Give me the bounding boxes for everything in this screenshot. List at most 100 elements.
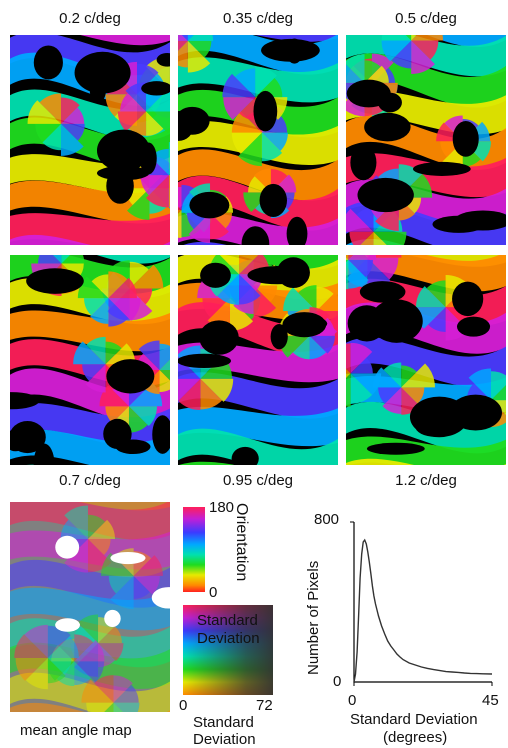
map-pinwheel-wedge bbox=[81, 679, 114, 703]
map-pinwheel-wedge bbox=[86, 702, 114, 712]
map-pinwheel-wedge bbox=[381, 35, 412, 41]
map-masked-region bbox=[364, 112, 411, 142]
map-pinwheel-wedge bbox=[56, 661, 75, 687]
map-masked-region bbox=[286, 216, 308, 245]
map-pinwheel-wedge bbox=[25, 658, 48, 690]
map-pinwheel-wedge bbox=[24, 624, 48, 659]
map-masked-region bbox=[454, 210, 506, 231]
map-band bbox=[80, 35, 170, 46]
map-band bbox=[10, 702, 170, 712]
panel-label-0-7: 0.7 c/deg bbox=[59, 472, 121, 489]
map-pinwheel-wedge bbox=[37, 255, 62, 264]
map-pinwheel-wedge bbox=[94, 675, 114, 703]
map-pinwheel-wedge bbox=[133, 575, 160, 595]
map-pinwheel-wedge bbox=[159, 370, 170, 381]
map-pinwheel-wedge bbox=[292, 335, 310, 360]
map-masked-region bbox=[199, 320, 239, 355]
map-band bbox=[178, 406, 338, 447]
map-pinwheel-wedge bbox=[47, 625, 71, 659]
map-pinwheel-wedge bbox=[490, 400, 506, 416]
map-pinwheel-wedge bbox=[61, 255, 71, 264]
map-masked-region bbox=[189, 191, 230, 219]
map-pinwheel-wedge bbox=[125, 82, 147, 112]
map-pinwheel-wedge bbox=[101, 552, 134, 576]
map-pinwheel-wedge bbox=[309, 335, 327, 360]
map-pinwheel-wedge bbox=[346, 54, 365, 83]
map-pinwheel-wedge bbox=[27, 100, 62, 124]
orientation-map-0-2 bbox=[10, 35, 170, 245]
map-pinwheel-wedge bbox=[98, 643, 124, 662]
map-pinwheel-wedge bbox=[350, 373, 382, 395]
hist-ytick-800: 800 bbox=[314, 511, 340, 528]
map-masked-region bbox=[156, 53, 170, 67]
map-pinwheel-wedge bbox=[73, 341, 106, 365]
map-pinwheel-wedge bbox=[414, 307, 446, 329]
map-pinwheel-wedge bbox=[128, 111, 147, 136]
map-pinwheel-wedge bbox=[120, 93, 147, 112]
map-pinwheel-wedge bbox=[188, 212, 211, 243]
map-pinwheel-wedge bbox=[108, 298, 129, 327]
map-masked-region bbox=[178, 111, 194, 141]
map-texture bbox=[10, 502, 170, 712]
map-pinwheel-wedge bbox=[200, 378, 223, 410]
map-pinwheel-wedge bbox=[178, 378, 201, 401]
map-pinwheel-wedge bbox=[146, 111, 170, 134]
map-pinwheel-wedge bbox=[350, 357, 373, 374]
map-pinwheel-wedge bbox=[346, 368, 351, 374]
map-pinwheel-wedge bbox=[178, 40, 188, 51]
map-masked-region bbox=[96, 165, 150, 181]
map-pinwheel-wedge bbox=[47, 658, 66, 684]
map-pinwheel-wedge bbox=[382, 387, 402, 414]
map-pinwheel-wedge bbox=[234, 68, 256, 98]
map-pinwheel-wedge bbox=[217, 274, 240, 305]
map-masked-region bbox=[10, 429, 26, 452]
map-pinwheel-wedge bbox=[168, 142, 170, 176]
map-pinwheel-wedge bbox=[378, 387, 402, 404]
map-pinwheel-wedge bbox=[348, 259, 369, 289]
map-masked-region bbox=[415, 415, 456, 437]
orientation-max-label: 180 bbox=[209, 499, 235, 516]
map-masked-region bbox=[110, 551, 146, 565]
map-pinwheel-wedge bbox=[77, 276, 109, 299]
mean-angle-map bbox=[10, 502, 170, 712]
hist-axes bbox=[353, 522, 492, 683]
sd-color-square bbox=[183, 605, 273, 695]
map-band bbox=[184, 242, 227, 245]
map-pinwheel-wedge bbox=[105, 406, 129, 423]
map-pinwheel-wedge bbox=[490, 371, 506, 401]
map-pinwheel-wedge bbox=[346, 259, 349, 290]
map-pinwheel-wedge bbox=[159, 370, 170, 393]
map-pinwheel-wedge bbox=[91, 274, 109, 299]
sd-axis-title-line2: Deviation bbox=[193, 731, 256, 748]
map-pinwheel-wedge bbox=[42, 123, 62, 151]
map-masked-region bbox=[452, 121, 479, 157]
map-pinwheel-wedge bbox=[426, 280, 446, 308]
map-band bbox=[178, 428, 338, 465]
map-pinwheel-wedge bbox=[187, 40, 212, 58]
map-pinwheel-wedge bbox=[253, 285, 278, 302]
map-masked-region bbox=[282, 312, 327, 338]
map-pinwheel-wedge bbox=[239, 97, 256, 121]
map-band bbox=[346, 337, 506, 388]
map-pinwheel-wedge bbox=[145, 175, 169, 208]
panel-label-0-95: 0.95 c/deg bbox=[222, 472, 294, 489]
map-pinwheel-wedge bbox=[223, 97, 256, 120]
map-pinwheel-wedge bbox=[178, 210, 182, 238]
map-pinwheel-wedge bbox=[138, 340, 160, 371]
map-masked-region bbox=[26, 268, 84, 294]
map-pinwheel-wedge bbox=[210, 212, 229, 240]
map-pinwheel-wedge bbox=[61, 123, 85, 141]
map-pinwheel-wedge bbox=[348, 259, 373, 278]
map-pinwheel-wedge bbox=[253, 285, 277, 318]
map-pinwheel-wedge bbox=[64, 539, 88, 573]
hist-xlabel-line1: Standard Deviation bbox=[350, 711, 478, 728]
map-pinwheel-wedge bbox=[381, 40, 412, 62]
map-pinwheel-wedge bbox=[108, 277, 137, 299]
map-pinwheel-wedge bbox=[261, 132, 283, 162]
map-pinwheel-wedge bbox=[238, 132, 262, 167]
map-pinwheel-wedge bbox=[231, 111, 262, 133]
map-pinwheel-wedge bbox=[140, 175, 169, 196]
map-masked-region bbox=[55, 535, 80, 559]
panel-label-0-2: 0.2 c/deg bbox=[59, 10, 121, 27]
map-pinwheel-wedge bbox=[146, 90, 170, 112]
